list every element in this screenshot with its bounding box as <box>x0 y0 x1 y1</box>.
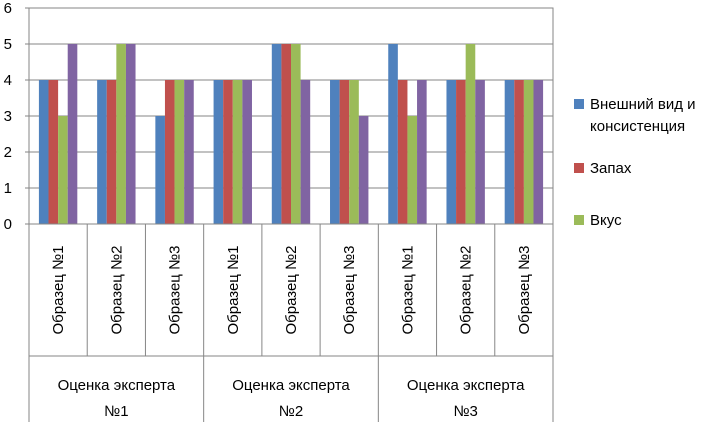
bar <box>446 80 457 224</box>
bar <box>125 44 136 224</box>
category-label: Образец №1 <box>225 245 242 334</box>
bar <box>465 44 476 224</box>
legend-item-taste: Вкус <box>574 210 622 232</box>
bar <box>523 80 534 224</box>
category-label: Образец №1 <box>399 245 416 334</box>
bar <box>417 80 427 224</box>
bar <box>223 80 233 224</box>
y-tick-label: 2 <box>4 144 12 161</box>
bar <box>116 44 126 224</box>
group-label-line2: №1 <box>104 403 128 420</box>
bar <box>106 80 117 224</box>
y-tick-label: 1 <box>4 180 12 197</box>
bar <box>349 80 359 224</box>
legend-item-appearance: Внешний вид и консистенция <box>574 94 696 138</box>
bar <box>38 80 49 224</box>
y-tick-label: 6 <box>4 0 12 17</box>
category-label: Образец №1 <box>50 245 67 334</box>
bar <box>358 116 369 224</box>
bar <box>242 80 252 224</box>
bar <box>97 80 107 224</box>
legend-label-appearance: Внешний вид и консистенция <box>590 94 696 138</box>
bar <box>388 44 398 224</box>
bar <box>397 80 408 224</box>
y-tick-label: 3 <box>4 108 12 125</box>
category-label: Образец №2 <box>283 245 300 334</box>
bar <box>67 44 78 224</box>
category-label: Образец №3 <box>516 245 533 334</box>
group-label-line2: №2 <box>279 403 303 420</box>
bar <box>514 80 524 224</box>
bar <box>339 80 350 224</box>
bar <box>232 80 243 224</box>
legend-swatch-appearance <box>574 99 584 109</box>
bar <box>281 44 291 224</box>
y-tick-label: 4 <box>4 72 12 89</box>
bar <box>504 80 515 224</box>
bar <box>456 80 466 224</box>
y-tick-label: 0 <box>4 216 12 233</box>
category-label: Образец №3 <box>167 245 184 334</box>
legend-label-line2: консистенция <box>590 118 686 135</box>
bar <box>407 116 418 224</box>
bar <box>533 80 544 224</box>
bar <box>58 116 68 224</box>
legend-label-taste: Вкус <box>590 212 622 229</box>
bar <box>475 80 485 224</box>
category-label: Образец №3 <box>341 245 358 334</box>
bar <box>271 44 282 224</box>
group-label-line2: №3 <box>453 403 477 420</box>
y-tick-label: 5 <box>4 36 12 53</box>
bar <box>291 44 301 224</box>
legend-item-smell: Запах <box>574 158 631 180</box>
bar <box>174 80 185 224</box>
bar <box>48 80 59 224</box>
legend-label-smell: Запах <box>590 160 632 177</box>
legend-swatch-taste <box>574 215 584 225</box>
category-label: Образец №2 <box>458 245 475 334</box>
category-label: Образец №2 <box>108 245 125 334</box>
bar <box>184 80 194 224</box>
group-label-line1: Оценка эксперта <box>232 377 350 394</box>
bar <box>155 116 165 224</box>
bar <box>164 80 175 224</box>
legend-swatch-smell <box>574 163 584 173</box>
bar <box>213 80 224 224</box>
group-label-line1: Оценка эксперта <box>407 377 525 394</box>
bar <box>300 80 311 224</box>
group-label-line1: Оценка эксперта <box>58 377 176 394</box>
legend-label-line1: Внешний вид и <box>590 96 696 113</box>
bar <box>330 80 340 224</box>
